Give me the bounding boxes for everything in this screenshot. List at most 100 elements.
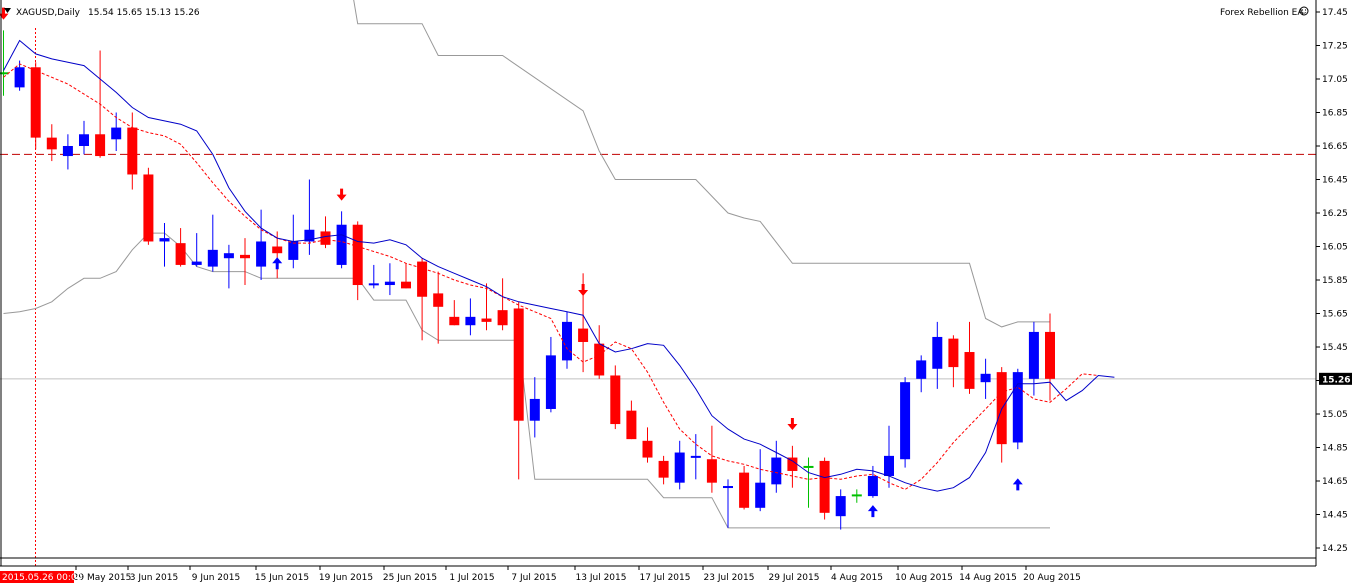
candle-body <box>14 67 25 88</box>
smiley-face-icon <box>1299 6 1309 16</box>
candle-body <box>384 281 395 286</box>
candle-body <box>272 246 283 254</box>
date-tick-label: 15 Jun 2015 <box>255 573 309 583</box>
candle-body <box>513 308 524 421</box>
candle-body <box>529 398 540 421</box>
candle-body <box>610 375 621 425</box>
price-tick-label: 15.05 <box>1322 410 1348 420</box>
candle-body <box>223 253 234 259</box>
candle-body <box>674 452 685 483</box>
candle-body <box>1045 331 1055 379</box>
price-tick-label: 15.65 <box>1322 310 1348 320</box>
candle-body <box>401 281 411 289</box>
current-price-label: 15.26 <box>1322 375 1350 385</box>
candle-body <box>256 241 267 267</box>
candle-body <box>642 440 653 458</box>
candle-body <box>336 224 347 265</box>
date-tick-label: 29 May 2015 <box>73 573 132 583</box>
candle-body <box>111 127 122 140</box>
price-tick-label: 15.45 <box>1322 343 1348 353</box>
date-tick-label: 14 Aug 2015 <box>959 573 1017 583</box>
candle-body <box>948 338 959 368</box>
candle-body <box>867 475 878 497</box>
candle-body <box>626 410 637 440</box>
candle-body <box>980 373 991 383</box>
date-tick-label: 23 Jul 2015 <box>704 573 755 583</box>
buy-arrow-icon <box>272 257 283 270</box>
price-tick-label: 17.45 <box>1322 8 1348 18</box>
candle-body <box>835 496 846 517</box>
time-marker-label: 2015.05.26 00:00 <box>2 573 83 583</box>
price-tick-label: 16.65 <box>1322 142 1348 152</box>
candle-body <box>851 494 862 497</box>
candle-body <box>1028 331 1039 379</box>
candle-body <box>368 283 379 286</box>
candle-body <box>1012 372 1023 443</box>
date-tick-label: 19 Jun 2015 <box>319 573 373 583</box>
current-price-marker <box>1319 372 1352 385</box>
candle-body <box>771 457 782 485</box>
axes: 17.45 17.25 17.05 16.85 16.65 16.45 16.25 16.05… <box>0 8 1352 583</box>
fast-moving-average-line <box>3 39 1115 492</box>
candle-body <box>723 486 733 489</box>
symbol-dropdown-icon[interactable] <box>4 8 11 13</box>
price-tick-label: 16.05 <box>1322 243 1348 253</box>
candle-body <box>545 355 556 409</box>
candle-body <box>706 459 717 483</box>
symbol-label: XAGUSD,Daily <box>16 8 81 18</box>
candle-body <box>916 360 927 379</box>
candle-body <box>240 254 250 259</box>
candle-body <box>433 293 444 307</box>
plot-area[interactable] <box>0 0 1316 566</box>
price-tick-label: 16.85 <box>1322 109 1348 119</box>
date-tick-label: 3 Jun 2015 <box>130 573 178 583</box>
date-tick-label: 10 Aug 2015 <box>895 573 953 583</box>
date-tick-label: 20 Aug 2015 <box>1023 573 1081 583</box>
price-tick-label: 15.85 <box>1322 276 1348 286</box>
candle-body <box>288 241 299 260</box>
candle-body <box>417 261 428 297</box>
price-tick-label: 14.45 <box>1322 511 1348 521</box>
candle-body <box>320 231 331 245</box>
candle-body <box>755 482 766 508</box>
candle-body <box>304 229 315 242</box>
candle-body <box>562 321 572 361</box>
ohlc-values: 15.54 15.65 15.13 15.26 <box>88 8 200 18</box>
price-tick-label: 16.45 <box>1322 176 1348 186</box>
sell-arrow-icon <box>0 7 9 20</box>
candle-body <box>658 460 669 478</box>
date-tick-label: 4 Aug 2015 <box>831 573 883 583</box>
ea-name: Forex Rebellion EA <box>1220 8 1304 18</box>
price-tick-label: 14.25 <box>1322 544 1348 554</box>
price-tick-label: 16.25 <box>1322 209 1348 219</box>
candle-body <box>175 243 186 265</box>
candle-body <box>884 455 894 476</box>
price-tick-label: 17.05 <box>1322 75 1348 85</box>
candle-body <box>0 72 9 75</box>
candle-body <box>739 472 750 508</box>
sell-arrow-icon <box>578 284 589 297</box>
date-tick-label: 29 Jul 2015 <box>769 573 820 583</box>
candle-body <box>30 67 41 138</box>
candle-body <box>497 310 508 326</box>
candle-body <box>481 318 492 322</box>
slow-moving-average-line <box>3 63 1099 490</box>
candle-body <box>803 465 814 468</box>
buy-arrow-icon <box>867 505 878 518</box>
candle-body <box>449 316 460 326</box>
date-tick-label: 25 Jun 2015 <box>383 573 437 583</box>
price-tick-label: 17.25 <box>1322 42 1348 52</box>
sell-arrow-icon <box>336 188 347 201</box>
candle-body <box>127 127 138 175</box>
candle-body <box>95 134 106 157</box>
candle-body <box>159 238 170 242</box>
buy-arrow-icon <box>1012 478 1023 491</box>
candle-body <box>787 457 798 471</box>
candle-body <box>465 316 476 326</box>
channel-upper-line <box>353 0 1050 328</box>
price-tick-label: 14.65 <box>1322 477 1348 487</box>
date-tick-label: 17 Jul 2015 <box>640 573 691 583</box>
candle-body <box>690 455 701 458</box>
